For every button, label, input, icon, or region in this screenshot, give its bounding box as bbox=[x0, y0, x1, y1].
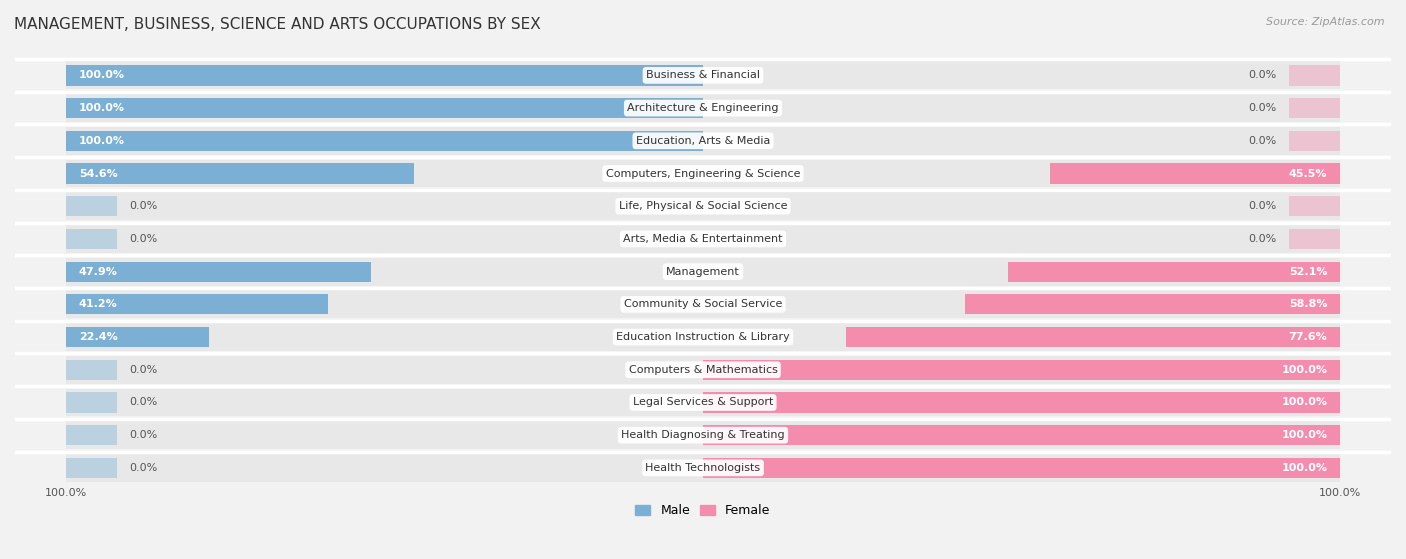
Bar bbox=[66, 192, 1340, 220]
Text: 0.0%: 0.0% bbox=[1249, 201, 1277, 211]
Bar bbox=[66, 163, 413, 184]
Text: 100.0%: 100.0% bbox=[1319, 488, 1361, 498]
Bar bbox=[845, 327, 1340, 347]
Text: Health Diagnosing & Treating: Health Diagnosing & Treating bbox=[621, 430, 785, 440]
Bar bbox=[1289, 131, 1340, 151]
Text: Computers, Engineering & Science: Computers, Engineering & Science bbox=[606, 168, 800, 178]
Bar bbox=[966, 294, 1340, 315]
Bar bbox=[66, 356, 1340, 383]
Text: 0.0%: 0.0% bbox=[1249, 70, 1277, 80]
Bar bbox=[66, 458, 117, 478]
Text: 0.0%: 0.0% bbox=[129, 234, 157, 244]
Bar bbox=[1289, 98, 1340, 119]
Text: Legal Services & Support: Legal Services & Support bbox=[633, 397, 773, 408]
Bar bbox=[66, 160, 1340, 187]
Bar bbox=[1289, 229, 1340, 249]
Text: 100.0%: 100.0% bbox=[79, 136, 125, 146]
Text: 0.0%: 0.0% bbox=[1249, 136, 1277, 146]
Text: Business & Financial: Business & Financial bbox=[645, 70, 761, 80]
Text: 0.0%: 0.0% bbox=[1249, 103, 1277, 113]
Text: Arts, Media & Entertainment: Arts, Media & Entertainment bbox=[623, 234, 783, 244]
Legend: Male, Female: Male, Female bbox=[630, 499, 776, 522]
Text: Computers & Mathematics: Computers & Mathematics bbox=[628, 365, 778, 375]
Bar bbox=[66, 392, 117, 413]
Text: 0.0%: 0.0% bbox=[129, 397, 157, 408]
Bar bbox=[66, 454, 1340, 482]
Bar bbox=[66, 327, 208, 347]
Text: 100.0%: 100.0% bbox=[45, 488, 87, 498]
Bar bbox=[66, 294, 329, 315]
Text: Community & Social Service: Community & Social Service bbox=[624, 300, 782, 309]
Bar bbox=[703, 392, 1340, 413]
Bar bbox=[66, 323, 1340, 351]
Bar bbox=[703, 425, 1340, 446]
Text: 0.0%: 0.0% bbox=[129, 430, 157, 440]
Bar bbox=[1008, 262, 1340, 282]
Bar bbox=[1289, 196, 1340, 216]
Bar bbox=[66, 196, 117, 216]
Text: 54.6%: 54.6% bbox=[79, 168, 118, 178]
Text: 45.5%: 45.5% bbox=[1289, 168, 1327, 178]
Text: 100.0%: 100.0% bbox=[1281, 397, 1327, 408]
Bar bbox=[703, 359, 1340, 380]
Text: 0.0%: 0.0% bbox=[129, 201, 157, 211]
Bar bbox=[66, 65, 703, 86]
Text: Source: ZipAtlas.com: Source: ZipAtlas.com bbox=[1267, 17, 1385, 27]
Text: 100.0%: 100.0% bbox=[1281, 430, 1327, 440]
Text: 100.0%: 100.0% bbox=[1281, 365, 1327, 375]
Text: 100.0%: 100.0% bbox=[79, 70, 125, 80]
Text: 0.0%: 0.0% bbox=[1249, 234, 1277, 244]
Text: 100.0%: 100.0% bbox=[1281, 463, 1327, 473]
Bar bbox=[1289, 65, 1340, 86]
Text: MANAGEMENT, BUSINESS, SCIENCE AND ARTS OCCUPATIONS BY SEX: MANAGEMENT, BUSINESS, SCIENCE AND ARTS O… bbox=[14, 17, 541, 32]
Bar bbox=[66, 61, 1340, 89]
Bar bbox=[703, 458, 1340, 478]
Text: 0.0%: 0.0% bbox=[129, 365, 157, 375]
Bar bbox=[66, 359, 117, 380]
Text: Education Instruction & Library: Education Instruction & Library bbox=[616, 332, 790, 342]
Bar bbox=[66, 94, 1340, 122]
Bar bbox=[1050, 163, 1340, 184]
Bar bbox=[66, 131, 703, 151]
Text: Life, Physical & Social Science: Life, Physical & Social Science bbox=[619, 201, 787, 211]
Text: Architecture & Engineering: Architecture & Engineering bbox=[627, 103, 779, 113]
Bar bbox=[66, 229, 117, 249]
Bar bbox=[66, 127, 1340, 155]
Bar bbox=[66, 291, 1340, 318]
Text: 47.9%: 47.9% bbox=[79, 267, 118, 277]
Text: Management: Management bbox=[666, 267, 740, 277]
Text: 0.0%: 0.0% bbox=[129, 463, 157, 473]
Text: Health Technologists: Health Technologists bbox=[645, 463, 761, 473]
Text: 58.8%: 58.8% bbox=[1289, 300, 1327, 309]
Text: 77.6%: 77.6% bbox=[1288, 332, 1327, 342]
Bar bbox=[66, 258, 1340, 286]
Text: Education, Arts & Media: Education, Arts & Media bbox=[636, 136, 770, 146]
Text: 100.0%: 100.0% bbox=[79, 103, 125, 113]
Bar bbox=[66, 389, 1340, 416]
Bar bbox=[66, 262, 371, 282]
Text: 52.1%: 52.1% bbox=[1289, 267, 1327, 277]
Text: 22.4%: 22.4% bbox=[79, 332, 118, 342]
Text: 41.2%: 41.2% bbox=[79, 300, 118, 309]
Bar bbox=[66, 425, 117, 446]
Bar bbox=[66, 225, 1340, 253]
Bar bbox=[66, 98, 703, 119]
Bar bbox=[66, 421, 1340, 449]
